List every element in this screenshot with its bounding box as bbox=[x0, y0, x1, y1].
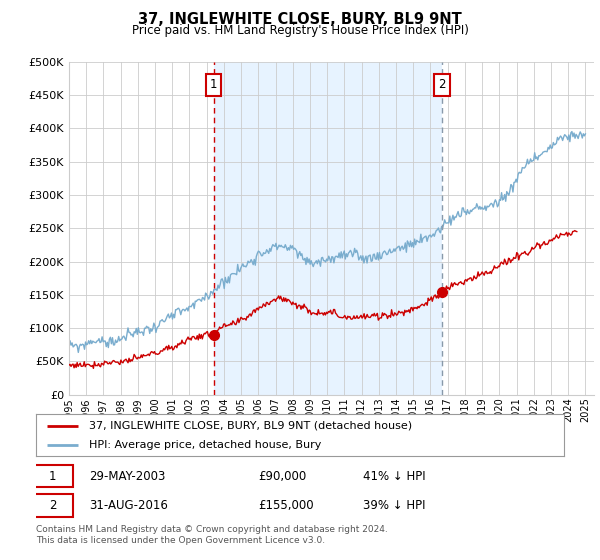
Text: 1: 1 bbox=[210, 78, 217, 91]
Text: 31-AUG-2016: 31-AUG-2016 bbox=[89, 499, 167, 512]
Text: 2: 2 bbox=[438, 78, 446, 91]
FancyBboxPatch shape bbox=[34, 465, 73, 487]
Text: £155,000: £155,000 bbox=[258, 499, 313, 512]
Text: Contains HM Land Registry data © Crown copyright and database right 2024.
This d: Contains HM Land Registry data © Crown c… bbox=[36, 525, 388, 545]
Text: 39% ↓ HPI: 39% ↓ HPI bbox=[364, 499, 426, 512]
Text: 29-MAY-2003: 29-MAY-2003 bbox=[89, 470, 165, 483]
Text: 41% ↓ HPI: 41% ↓ HPI bbox=[364, 470, 426, 483]
Bar bbox=[214, 62, 442, 395]
FancyBboxPatch shape bbox=[34, 494, 73, 517]
Text: £90,000: £90,000 bbox=[258, 470, 306, 483]
Text: HPI: Average price, detached house, Bury: HPI: Average price, detached house, Bury bbox=[89, 440, 321, 450]
Text: Price paid vs. HM Land Registry's House Price Index (HPI): Price paid vs. HM Land Registry's House … bbox=[131, 24, 469, 37]
Text: 37, INGLEWHITE CLOSE, BURY, BL9 9NT: 37, INGLEWHITE CLOSE, BURY, BL9 9NT bbox=[138, 12, 462, 27]
Text: 2: 2 bbox=[49, 499, 56, 512]
Text: 1: 1 bbox=[49, 470, 56, 483]
Text: 37, INGLEWHITE CLOSE, BURY, BL9 9NT (detached house): 37, INGLEWHITE CLOSE, BURY, BL9 9NT (det… bbox=[89, 421, 412, 431]
